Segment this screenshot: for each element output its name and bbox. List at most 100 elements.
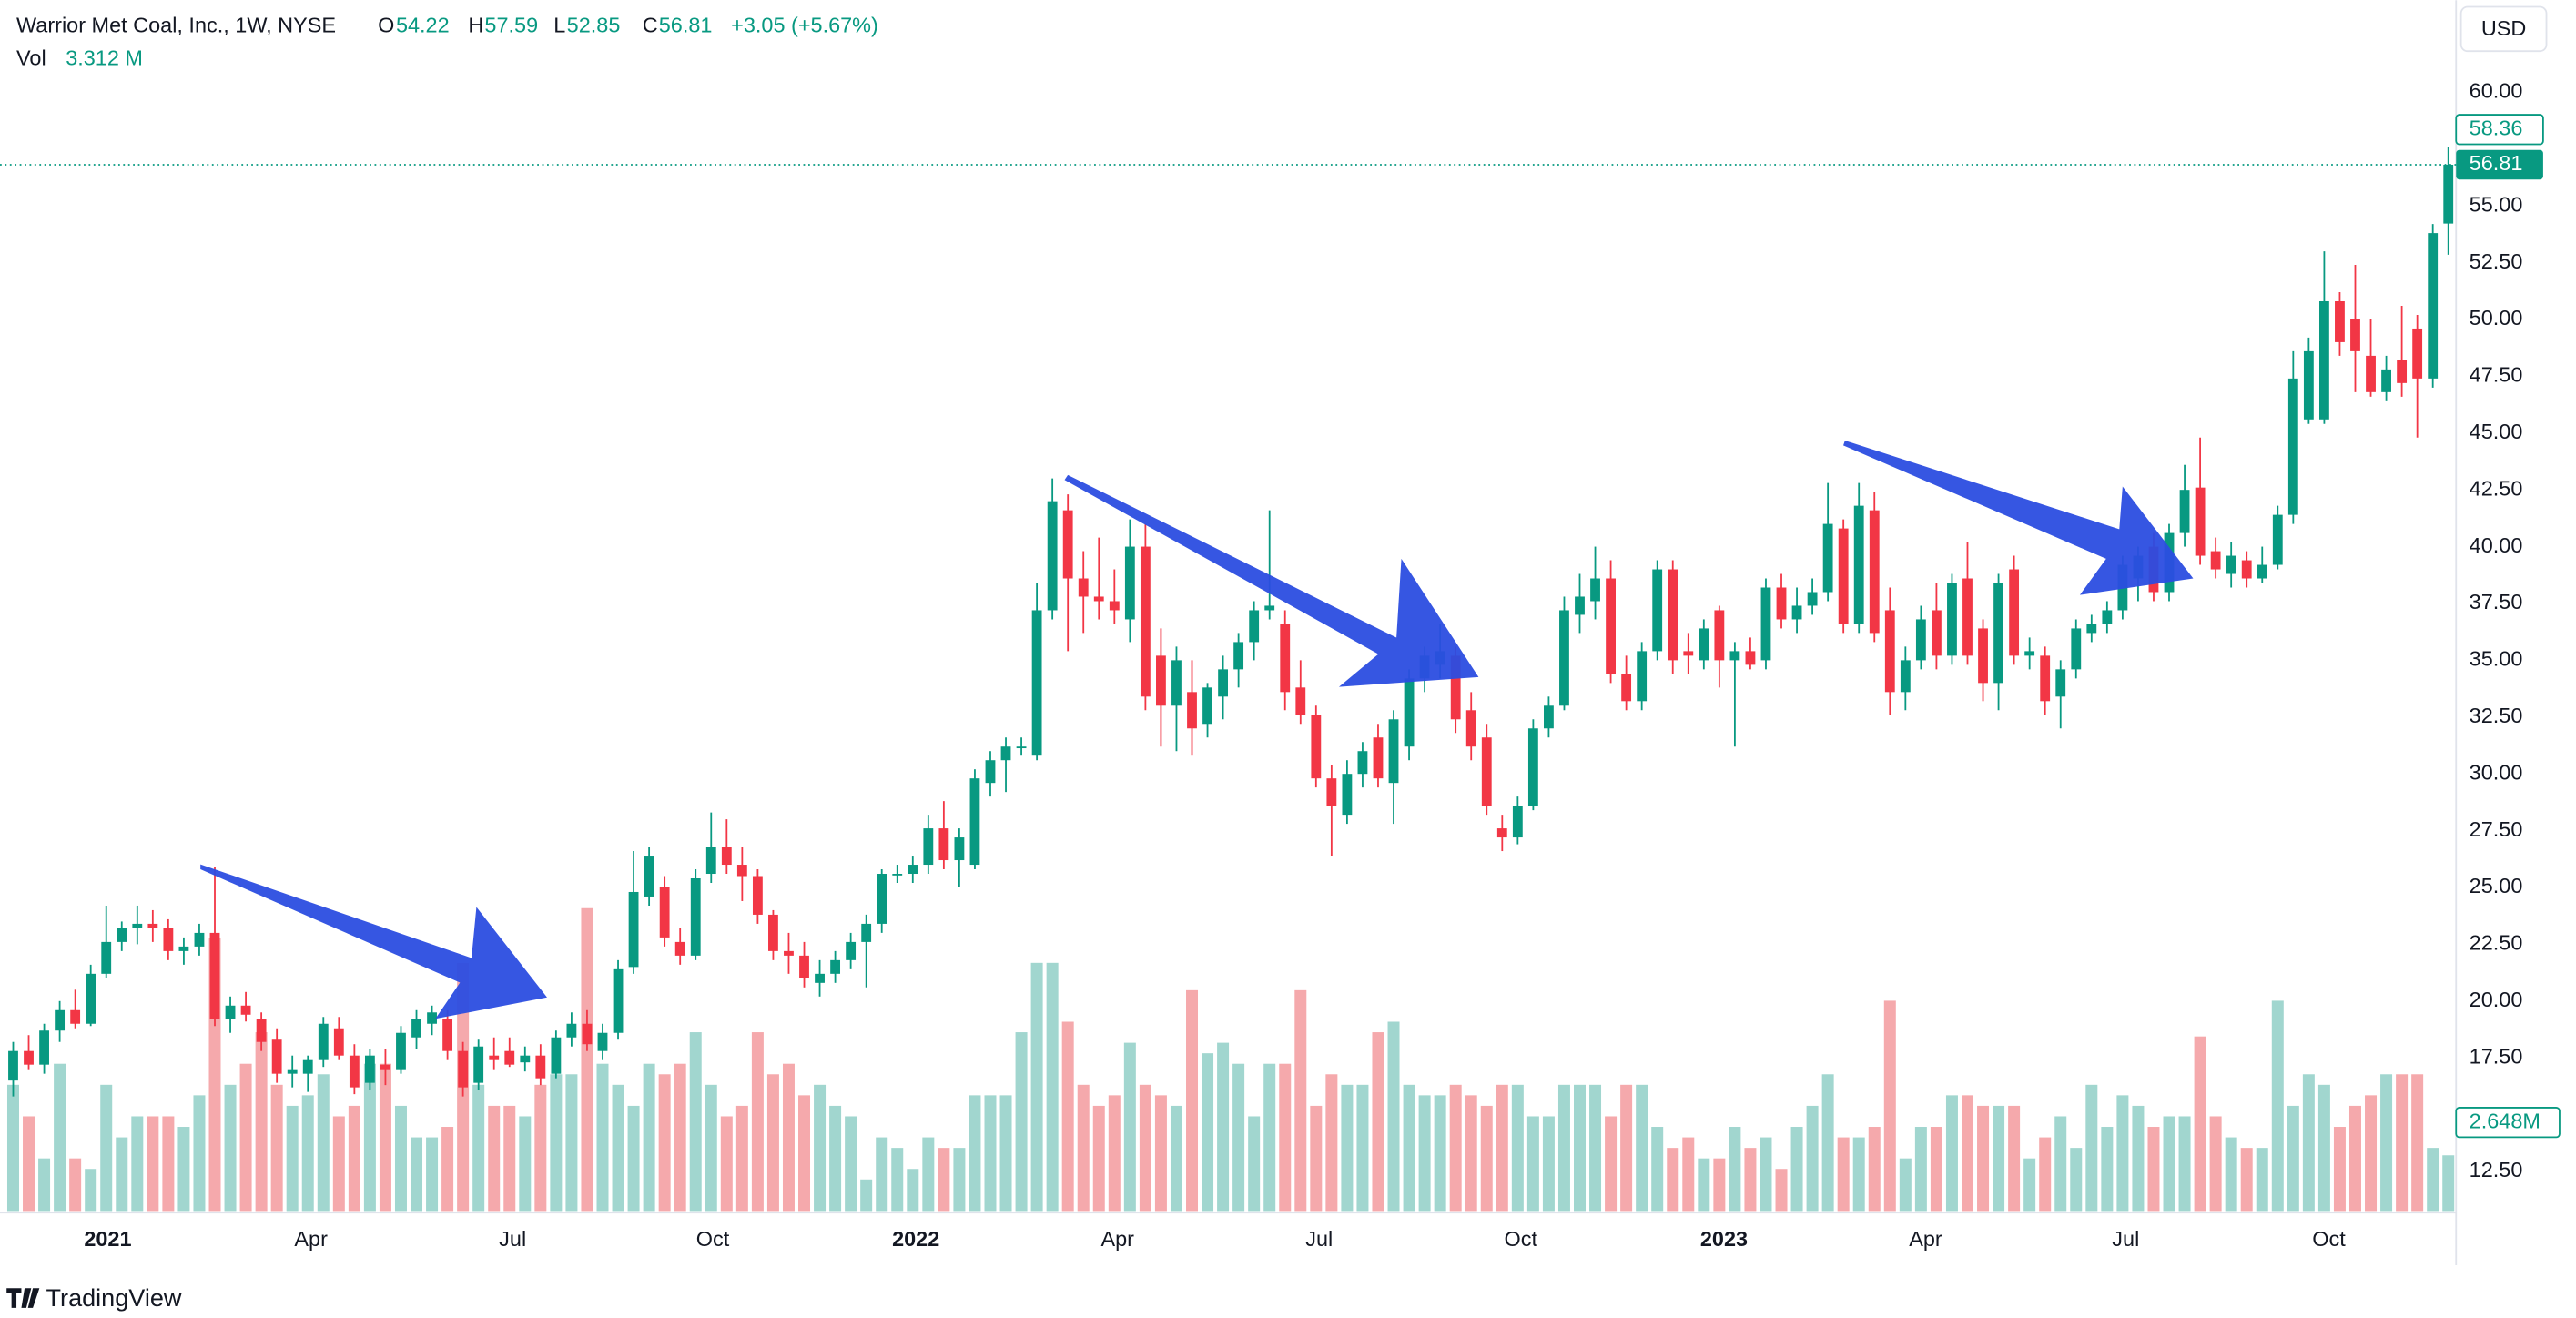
candle-body [908,865,918,875]
volume-bar [2442,1155,2455,1212]
candle-body [2055,669,2066,697]
candle-body [209,932,220,1019]
currency[interactable]: USD [2481,16,2527,40]
volume-bar [1092,1105,1105,1212]
volume-bar [441,1127,454,1212]
candle-body [799,955,809,978]
x-tick-label: Oct [1504,1227,1537,1251]
volume-bar [550,1074,563,1212]
volume-bar [1465,1095,1477,1212]
volume-bar [147,1116,159,1212]
y-tick-label: 47.50 [2470,363,2523,387]
volume-bar [1945,1095,1958,1212]
y-tick-label: 52.50 [2470,249,2523,273]
volume-bar [1620,1084,1633,1212]
volume-bar [1403,1084,1415,1212]
candle-body [1776,587,1787,620]
x-tick-label: Apr [1909,1227,1942,1251]
volume-bar [1217,1042,1230,1212]
volume-bar [1698,1158,1710,1212]
volume-bar [2348,1105,2361,1212]
y-tick-label: 32.50 [2470,704,2523,727]
volume-bar [534,1084,547,1212]
volume-bar [2365,1095,2378,1212]
volume-bar [2302,1074,2315,1212]
volume-bar [1790,1127,1803,1212]
candle-body [2102,610,2113,624]
candle-body [1590,578,1600,602]
candle-body [70,1009,81,1024]
volume-bar [1914,1127,1927,1212]
volume-bar [23,1116,35,1212]
volume-bar [2317,1084,2330,1212]
candle-body [86,973,96,1024]
volume-bar [674,1063,686,1212]
y-tick-label: 25.00 [2470,874,2523,897]
candle-body [1993,583,2003,684]
candle-body [1249,610,1260,643]
currency-button[interactable] [2459,5,2548,53]
volume-bar [270,1084,283,1212]
volume-bar [720,1116,733,1212]
candle-body [1915,619,1926,661]
volume-bar [2070,1148,2083,1212]
candles [8,147,2454,1097]
volume-bar [1294,989,1307,1212]
candle-body [2397,360,2408,383]
candle-body [1637,651,1648,702]
volume-value: 3.312 M [66,46,143,69]
volume-bar [1232,1063,1245,1212]
y-tick-label: 22.50 [2470,931,2523,955]
volume-bar [1387,1021,1400,1212]
candle-body [2287,378,2298,515]
volume-bar [2101,1127,2114,1212]
candle-body [442,1019,453,1051]
volume-bar [2271,1000,2284,1212]
candle-body [1822,523,1833,593]
candle-body [240,1005,251,1015]
axes: 2021 Apr Jul Oct 2022 Apr Jul Oct 2023 Apr Jul Oct 1… [84,79,2522,1252]
volume-bar [301,1095,314,1212]
candle-body [163,928,174,951]
x-tick-label: Oct [696,1227,730,1251]
volume-bar [2411,1074,2424,1212]
volume-bar [969,1095,981,1212]
volume-bar [1636,1084,1648,1212]
candle-body [1683,651,1694,656]
candle-body [736,865,747,877]
candle-body [1838,528,1849,624]
candle-body [1745,651,1756,665]
volume-bar [2240,1148,2253,1212]
volume-bar [1821,1074,1834,1212]
volume-bar [1434,1095,1446,1212]
candle-body [1373,737,1384,779]
volume-bar [2039,1137,2052,1212]
volume-bar [798,1095,811,1212]
candle-body [2257,564,2267,579]
candle-body [1156,655,1166,706]
candle-body [1062,510,1073,579]
volume-bar [1961,1095,1973,1212]
candle-body [2350,319,2360,351]
candle-body [1760,587,1771,661]
volume-bar [1899,1158,1912,1212]
volume-bar [1542,1116,1555,1212]
candle-body [2179,490,2190,533]
volume-bar [1480,1105,1493,1212]
candle-body [1093,596,1104,602]
volume-bar [1263,1063,1276,1212]
brand-logo [6,1288,40,1308]
candle-body [1311,715,1322,779]
volume-bar [6,1084,19,1212]
y-tick-label: 12.50 [2470,1158,2523,1181]
volume-bar [193,1095,206,1212]
volume-bar [596,1063,609,1212]
volume-bar [1310,1105,1323,1212]
candle-body [1078,578,1089,597]
volume-bar [1123,1042,1136,1212]
volume-bar [1511,1084,1524,1212]
volume-bar [2194,1036,2206,1212]
candle-body [1109,601,1120,611]
candle-body [225,1005,236,1019]
candle-body [520,1055,531,1063]
